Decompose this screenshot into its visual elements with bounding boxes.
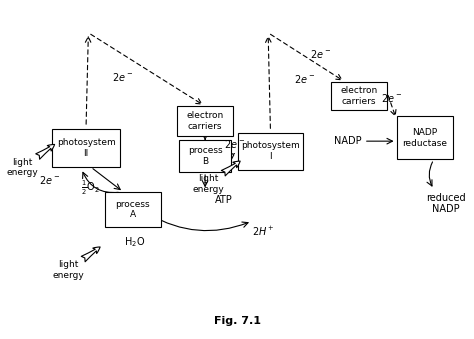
FancyBboxPatch shape (52, 129, 120, 167)
Text: light
energy: light energy (192, 174, 224, 194)
Text: electron
carriers: electron carriers (186, 112, 224, 131)
FancyBboxPatch shape (331, 82, 387, 110)
Text: $2e^-$: $2e^-$ (382, 92, 402, 104)
Text: $\frac{1}{2}$O$_2$: $\frac{1}{2}$O$_2$ (81, 179, 100, 197)
Text: $2e^-$: $2e^-$ (39, 174, 60, 185)
Text: NADP
reductase: NADP reductase (402, 128, 447, 147)
Text: NADP: NADP (334, 136, 362, 146)
Text: H$_2$O: H$_2$O (125, 235, 146, 249)
Text: Fig. 7.1: Fig. 7.1 (214, 316, 261, 325)
Text: $2e^-$: $2e^-$ (294, 74, 315, 85)
Text: $2e^-$: $2e^-$ (310, 48, 331, 60)
Text: $2e^-$: $2e^-$ (224, 139, 245, 151)
Text: electron
carriers: electron carriers (340, 86, 378, 106)
Text: process
A: process A (116, 200, 150, 219)
FancyBboxPatch shape (397, 116, 453, 159)
Text: process
B: process B (188, 146, 222, 166)
Text: light
energy: light energy (7, 158, 38, 177)
Text: reduced
NADP: reduced NADP (426, 193, 465, 215)
Text: photosystem
II: photosystem II (57, 138, 116, 158)
Text: $2e^-$: $2e^-$ (112, 72, 133, 83)
Text: ATP: ATP (214, 195, 232, 205)
Text: $2H^+$: $2H^+$ (252, 225, 274, 238)
FancyBboxPatch shape (105, 192, 161, 227)
FancyBboxPatch shape (238, 133, 303, 170)
FancyBboxPatch shape (177, 106, 233, 136)
FancyBboxPatch shape (180, 140, 231, 172)
Text: light
energy: light energy (52, 260, 84, 280)
Text: photosystem
I: photosystem I (241, 141, 300, 161)
